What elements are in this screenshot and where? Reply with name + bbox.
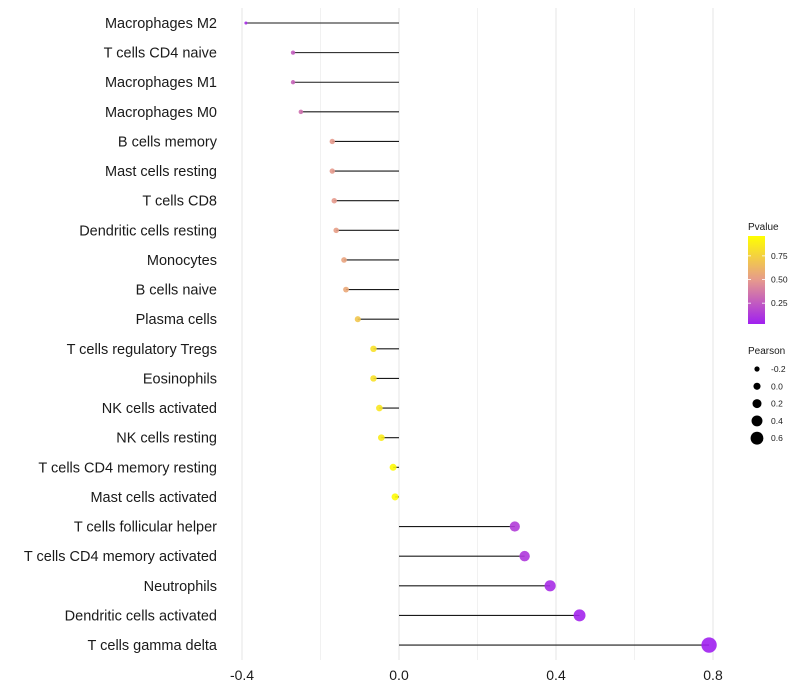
category-label: B cells naive xyxy=(136,283,217,299)
size-legend-dot xyxy=(754,366,760,372)
lollipop-point xyxy=(701,637,717,653)
x-tick-label: 0.8 xyxy=(703,667,723,683)
lollipop-point xyxy=(298,109,304,115)
lollipop-point xyxy=(290,50,296,55)
category-label: B cells memory xyxy=(118,134,218,150)
x-tick-label: 0.0 xyxy=(389,667,409,683)
pvalue-legend-title: Pvalue xyxy=(748,222,779,233)
lollipop-point xyxy=(573,609,586,622)
lollipop-point xyxy=(391,493,399,501)
lollipop-point xyxy=(544,580,556,592)
category-label: T cells follicular helper xyxy=(74,520,217,536)
size-legend-label: 0.0 xyxy=(771,381,783,391)
pvalue-colorbar xyxy=(748,236,765,324)
size-legend-dot xyxy=(750,431,764,445)
size-legend-dot xyxy=(752,399,762,409)
category-label: T cells CD4 naive xyxy=(104,46,217,62)
category-label: NK cells resting xyxy=(116,431,217,447)
size-legend-label: 0.6 xyxy=(771,433,783,443)
category-label: Macrophages M0 xyxy=(105,105,217,121)
category-labels: Macrophages M2 T cells CD4 naive Macrophag… xyxy=(24,16,218,654)
lollipop-point xyxy=(376,404,383,412)
category-label: Neutrophils xyxy=(144,579,217,595)
category-label: Plasma cells xyxy=(136,312,217,328)
category-label: NK cells activated xyxy=(102,401,217,417)
lollipop-point xyxy=(370,375,377,382)
lollipop-points xyxy=(244,21,717,653)
lollipop-point xyxy=(519,550,530,562)
lollipop-point xyxy=(354,316,361,323)
size-legend-label: 0.4 xyxy=(771,416,783,426)
category-label: Macrophages M1 xyxy=(105,75,217,91)
grid-lines xyxy=(241,8,714,660)
colorbar-tick-label: 0.75 xyxy=(771,251,788,261)
category-label: Dendritic cells resting xyxy=(79,223,217,239)
category-label: T cells CD8 xyxy=(142,194,217,210)
x-tick-label: 0.4 xyxy=(546,667,566,683)
lollipop-point xyxy=(341,257,347,263)
lollipop-point xyxy=(244,21,248,25)
lollipop-point xyxy=(329,168,335,174)
size-legend-dot xyxy=(751,415,763,427)
lollipop-point xyxy=(329,138,335,145)
lollipop-point xyxy=(333,227,339,234)
lollipop-point xyxy=(509,521,520,532)
category-label: Dendritic cells activated xyxy=(65,608,217,624)
legend: Pvalue Pearson 0.25 0.50 0.75 -0.2 0.0 0.2 0.4… xyxy=(748,222,788,445)
category-label: Monocytes xyxy=(147,253,217,269)
lollipop-point xyxy=(343,286,349,293)
category-label: T cells regulatory Tregs xyxy=(67,342,217,358)
x-axis-tick-labels: -0.4 0.0 0.4 0.8 xyxy=(230,667,723,683)
category-label: T cells CD4 memory activated xyxy=(24,549,217,565)
size-legend-label: -0.2 xyxy=(771,364,786,374)
lollipop-point xyxy=(389,463,397,471)
category-label: Mast cells resting xyxy=(105,164,217,180)
category-label: Macrophages M2 xyxy=(105,16,217,32)
lollipop-point xyxy=(331,198,337,204)
category-label: T cells CD4 memory resting xyxy=(38,460,217,476)
lollipop-point xyxy=(377,434,385,442)
size-legend-dot xyxy=(753,382,761,390)
lollipop-point xyxy=(370,345,377,353)
pearson-legend-title: Pearson xyxy=(748,346,785,357)
category-label: Mast cells activated xyxy=(90,490,217,506)
colorbar-tick-label: 0.25 xyxy=(771,298,788,308)
category-label: T cells gamma delta xyxy=(88,638,218,654)
lollipop-point xyxy=(290,80,296,85)
category-label: Eosinophils xyxy=(143,371,217,387)
colorbar-tick-label: 0.50 xyxy=(771,275,788,285)
size-legend-label: 0.2 xyxy=(771,399,783,409)
x-tick-label: -0.4 xyxy=(230,667,254,683)
